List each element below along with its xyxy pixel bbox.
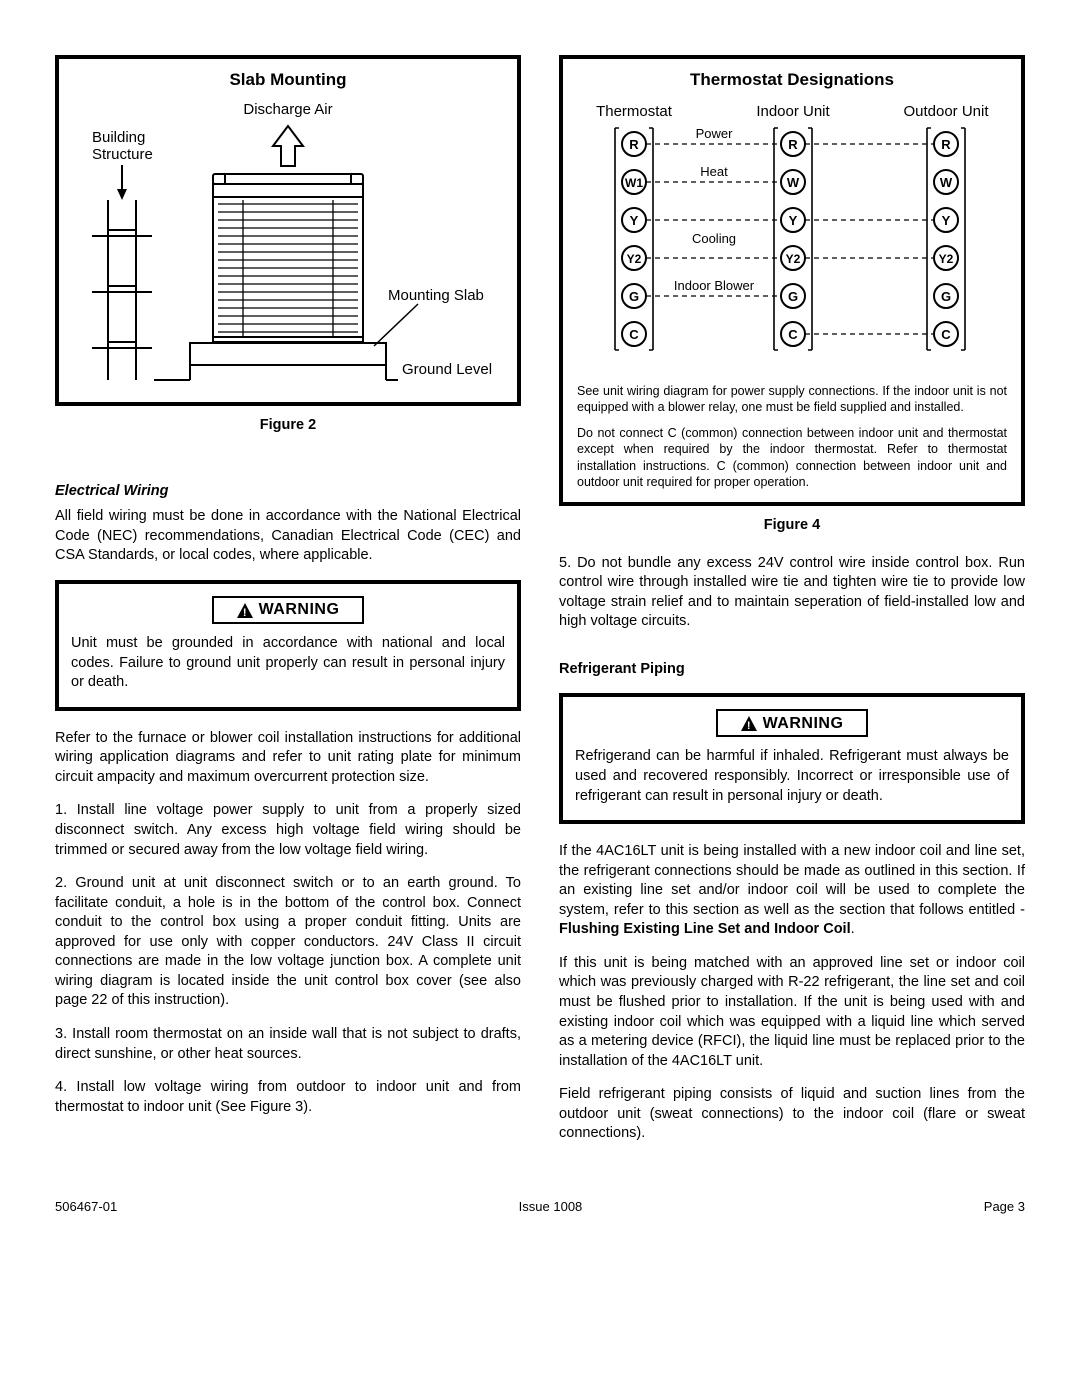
svg-text:G: G (941, 289, 951, 304)
svg-text:G: G (629, 289, 639, 304)
electrical-intro: All field wiring must be done in accorda… (55, 507, 521, 566)
electrical-wiring-heading: Electrical Wiring (55, 482, 521, 502)
svg-text:C: C (629, 327, 639, 342)
step-2: 2. Ground unit at unit disconnect switch… (55, 874, 521, 1011)
svg-text:C: C (788, 327, 798, 342)
svg-text:R: R (788, 137, 798, 152)
figure-2-box: Slab Mounting Discharge Air Building Str… (55, 55, 521, 406)
figure-2-discharge-label: Discharge Air (69, 100, 507, 120)
svg-text:W1: W1 (625, 176, 643, 190)
warning-box-1: ! WARNING Unit must be grounded in accor… (55, 580, 521, 711)
figure-2-title: Slab Mounting (69, 69, 507, 92)
page-footer: 506467-01 Issue 1008 Page 3 (55, 1198, 1025, 1216)
refrig-p2: If this unit is being matched with an ap… (559, 954, 1025, 1071)
svg-text:Structure: Structure (92, 146, 153, 163)
figure-4-box: Thermostat Designations Thermostat Indoo… (559, 55, 1025, 506)
svg-text:C: C (941, 327, 951, 342)
svg-text:!: ! (746, 720, 750, 731)
svg-text:Ground Level: Ground Level (402, 361, 492, 378)
refrigerant-piping-heading: Refrigerant Piping (559, 660, 1025, 680)
para-refer: Refer to the furnace or blower coil inst… (55, 729, 521, 788)
svg-text:Y: Y (942, 213, 951, 228)
warning-text-1: Unit must be grounded in accordance with… (71, 634, 505, 693)
svg-text:Y: Y (630, 213, 639, 228)
footer-issue: Issue 1008 (519, 1198, 583, 1216)
svg-text:Heat: Heat (700, 164, 728, 179)
svg-text:Indoor Blower: Indoor Blower (674, 278, 755, 293)
left-column: Slab Mounting Discharge Air Building Str… (55, 55, 521, 1158)
svg-text:Thermostat: Thermostat (596, 103, 673, 120)
warning-triangle-icon: ! (237, 603, 253, 618)
figure-4-caption: Figure 4 (559, 516, 1025, 536)
svg-text:R: R (941, 137, 951, 152)
warning-header-1: ! WARNING (212, 596, 364, 624)
svg-text:Building: Building (92, 129, 145, 146)
svg-text:Y2: Y2 (939, 252, 954, 266)
refrig-p1b: Flushing Existing Line Set and Indoor Co… (559, 921, 851, 937)
warning-label-2: WARNING (763, 713, 844, 735)
refrig-p1c: . (851, 921, 855, 937)
warning-label-1: WARNING (259, 599, 340, 621)
footer-doc-number: 506467-01 (55, 1198, 117, 1216)
svg-text:Outdoor Unit: Outdoor Unit (903, 103, 989, 120)
figure-2-diagram: Building Structure (69, 122, 507, 392)
figure-4-title: Thermostat Designations (577, 69, 1007, 92)
svg-text:Y2: Y2 (627, 252, 642, 266)
svg-text:Indoor Unit: Indoor Unit (756, 103, 830, 120)
warning-text-2: Refrigerand can be harmful if inhaled. R… (575, 747, 1009, 806)
svg-text:!: ! (242, 607, 246, 618)
step-4: 4. Install low voltage wiring from outdo… (55, 1078, 521, 1117)
svg-text:G: G (788, 289, 798, 304)
svg-text:Y2: Y2 (786, 252, 801, 266)
svg-text:Y: Y (789, 213, 798, 228)
svg-text:Cooling: Cooling (692, 231, 736, 246)
warning-box-2: ! WARNING Refrigerand can be harmful if … (559, 693, 1025, 824)
step-3: 3. Install room thermostat on an inside … (55, 1025, 521, 1064)
refrig-p3: Field refrigerant piping consists of liq… (559, 1085, 1025, 1144)
warning-triangle-icon: ! (741, 716, 757, 731)
figure-4-note-2: Do not connect C (common) connection bet… (577, 425, 1007, 490)
figure-4-note-1: See unit wiring diagram for power supply… (577, 383, 1007, 416)
svg-text:R: R (629, 137, 639, 152)
thermostat-designations-diagram: Thermostat Indoor Unit Outdoor Unit R R … (577, 100, 1007, 368)
slab-mounting-illustration: Building Structure (69, 122, 507, 392)
svg-text:W: W (940, 175, 953, 190)
step-5: 5. Do not bundle any excess 24V control … (559, 554, 1025, 632)
svg-text:W: W (787, 175, 800, 190)
figure-2-caption: Figure 2 (55, 416, 521, 436)
footer-page-number: Page 3 (984, 1198, 1025, 1216)
svg-text:Power: Power (696, 126, 734, 141)
warning-header-2: ! WARNING (716, 709, 868, 737)
svg-text:Mounting Slab: Mounting Slab (388, 287, 484, 304)
step-1: 1. Install line voltage power supply to … (55, 801, 521, 860)
refrig-p1a: If the 4AC16LT unit is being installed w… (559, 843, 1025, 918)
right-column: Thermostat Designations Thermostat Indoo… (559, 55, 1025, 1158)
refrig-p1: If the 4AC16LT unit is being installed w… (559, 842, 1025, 940)
